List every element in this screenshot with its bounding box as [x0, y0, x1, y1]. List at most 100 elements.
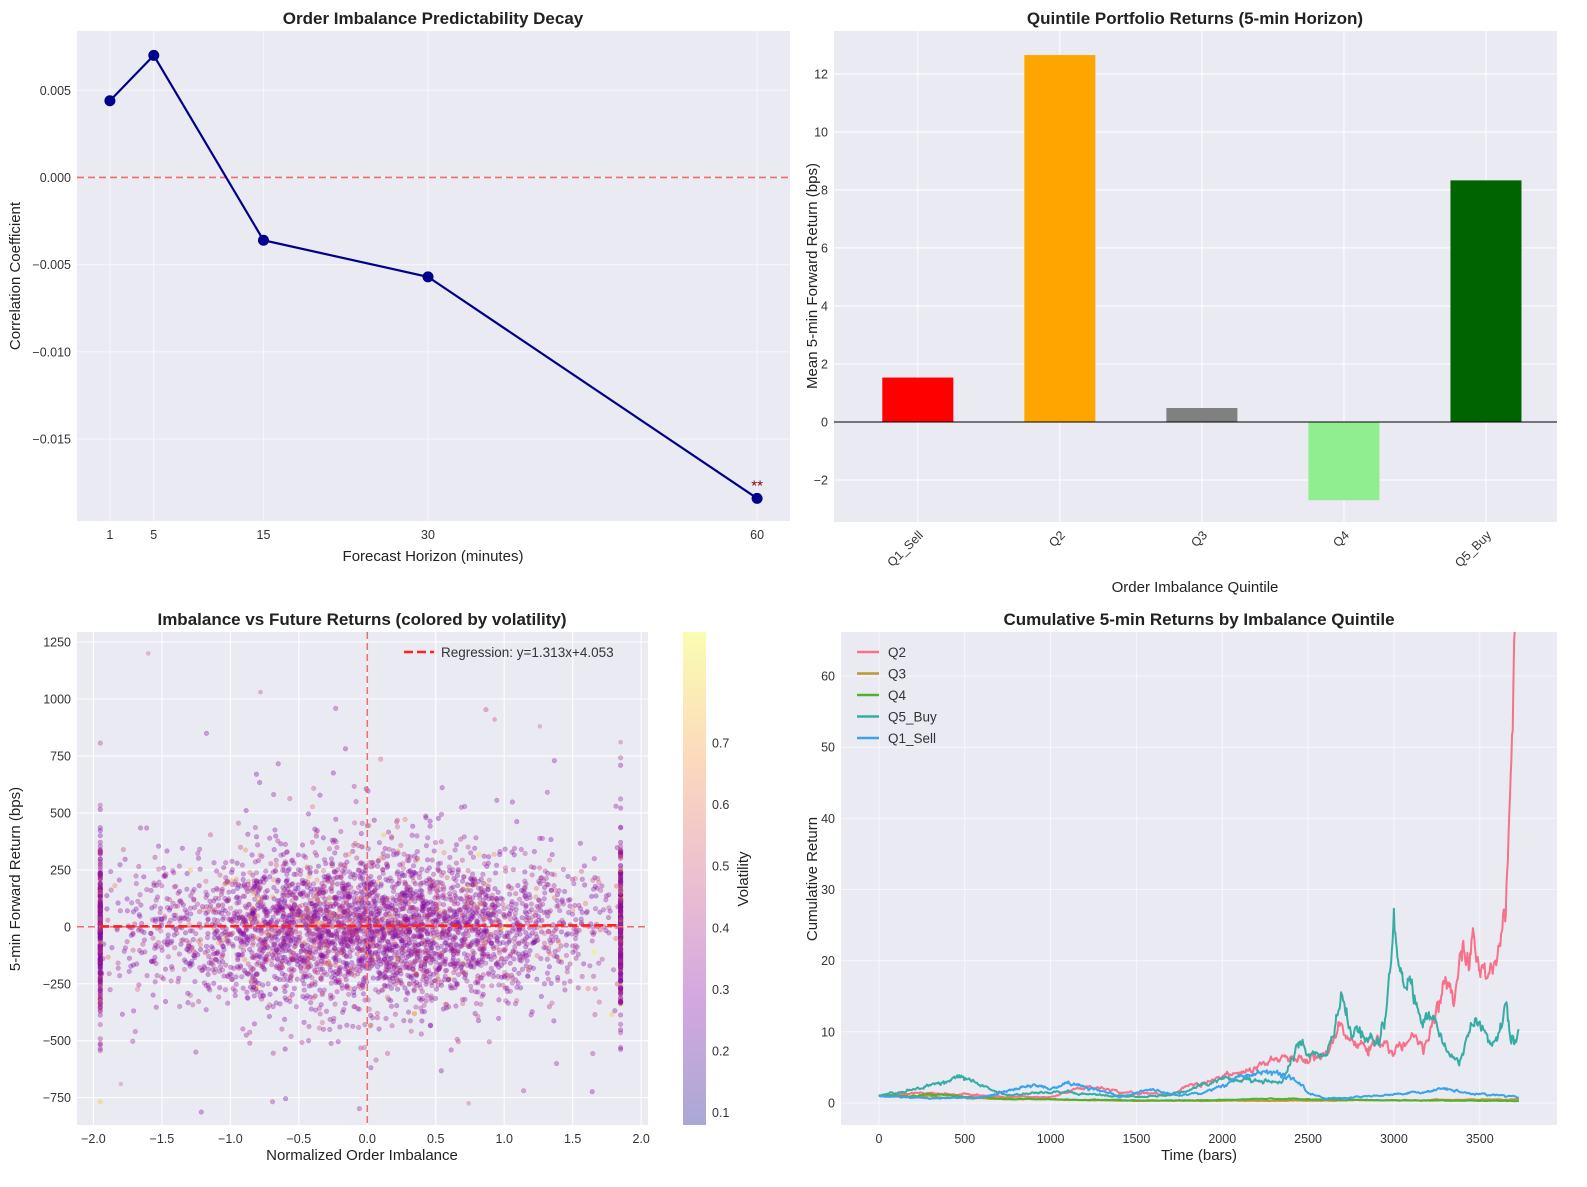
scatter-point	[447, 982, 454, 989]
scatter-point	[536, 897, 542, 903]
scatter-point	[144, 825, 150, 831]
scatter-point	[311, 893, 317, 899]
scatter-point	[370, 957, 376, 963]
scatter-point	[355, 905, 361, 911]
scatter-point	[166, 920, 172, 926]
scatter-point	[386, 959, 392, 966]
scatter-point	[261, 938, 267, 944]
scatter-point	[106, 971, 112, 977]
scatter-point	[432, 950, 438, 956]
scatter-point	[187, 867, 194, 873]
scatter-point	[273, 862, 280, 868]
scatter-point	[300, 993, 306, 1000]
scatter-point	[595, 875, 601, 882]
scatter-point	[293, 1004, 299, 1010]
scatter-point	[393, 851, 400, 857]
scatter-point	[411, 878, 417, 884]
scatter-point	[232, 879, 238, 885]
scatter-point	[340, 930, 346, 936]
scatter-point	[486, 877, 492, 883]
scatter-point	[183, 937, 189, 944]
scatter-point	[425, 950, 431, 956]
scatter-point-outlier	[537, 724, 543, 729]
scatter-point	[328, 980, 334, 986]
scatter-point-outlier	[118, 1081, 124, 1087]
scatter-point	[301, 853, 307, 859]
scatter-point	[370, 939, 376, 945]
scatter-point	[403, 917, 409, 923]
scatter-point	[357, 957, 363, 963]
scatter-point	[452, 847, 458, 853]
scatter-point	[497, 940, 503, 946]
scatter-point	[450, 939, 456, 945]
scatter-point	[342, 973, 348, 979]
scatter-point	[353, 967, 359, 973]
scatter-point	[522, 893, 528, 899]
scatter-point	[281, 899, 288, 905]
scatter-point	[589, 938, 595, 944]
scatter-point	[450, 951, 457, 957]
scatter-point	[324, 953, 330, 959]
scatter-point	[426, 908, 433, 914]
scatter-point	[144, 886, 150, 893]
scatter-point	[170, 900, 176, 906]
scatter-point	[266, 919, 273, 925]
scatter-point	[411, 915, 418, 921]
scatter-point	[225, 940, 232, 946]
scatter-point	[494, 896, 500, 902]
scatter-point	[287, 889, 293, 895]
scatter-point	[415, 857, 421, 863]
scatter-point	[441, 902, 447, 908]
colorbar-tick-label: 0.7	[712, 736, 729, 750]
scatter-point	[348, 910, 354, 916]
scatter-point	[199, 967, 205, 974]
scatter-point	[289, 956, 295, 963]
scatter-point	[320, 835, 326, 841]
scatter-point	[104, 893, 110, 899]
scatter-point	[436, 955, 442, 961]
scatter-point	[461, 919, 467, 925]
scatter-point	[590, 877, 596, 883]
scatter-point	[618, 852, 624, 858]
scatter-point	[524, 958, 530, 964]
scatter-point	[398, 958, 404, 964]
scatter-point	[228, 972, 234, 978]
scatter-point	[488, 965, 494, 971]
scatter-point	[412, 857, 419, 864]
scatter-point	[335, 1039, 341, 1045]
x-tick-label: 0.5	[427, 1132, 444, 1146]
scatter-point	[347, 936, 353, 942]
scatter-point	[435, 893, 441, 900]
scatter-point	[334, 914, 341, 920]
scatter-point	[328, 860, 334, 867]
scatter-point	[144, 973, 150, 979]
scatter-point	[413, 917, 420, 924]
scatter-point	[202, 949, 208, 956]
scatter-point	[380, 850, 386, 857]
scatter-point	[342, 965, 348, 971]
scatter-point	[340, 886, 346, 892]
colorbar-tick-label: 0.4	[712, 921, 729, 935]
y-tick-label: 30	[821, 883, 835, 897]
scatter-point	[394, 871, 400, 877]
scatter-point	[203, 894, 209, 901]
scatter-point	[438, 811, 445, 817]
scatter-point	[207, 898, 213, 904]
x-tick-label: 15	[257, 528, 271, 542]
scatter-point	[305, 951, 311, 957]
scatter-point	[555, 937, 561, 944]
scatter-point	[545, 976, 551, 982]
scatter-point	[97, 929, 103, 935]
colorbar-tick-label: 0.5	[712, 860, 729, 874]
scatter-point	[618, 978, 624, 984]
scatter-point	[430, 971, 437, 977]
scatter-point	[216, 895, 222, 902]
scatter-point	[286, 934, 292, 940]
scatter-point	[271, 973, 278, 980]
scatter-point	[562, 987, 568, 993]
scatter-point	[152, 903, 158, 909]
scatter-point	[421, 1008, 428, 1015]
scatter-point	[494, 935, 500, 941]
scatter-point	[302, 948, 308, 954]
scatter-point	[485, 860, 491, 866]
